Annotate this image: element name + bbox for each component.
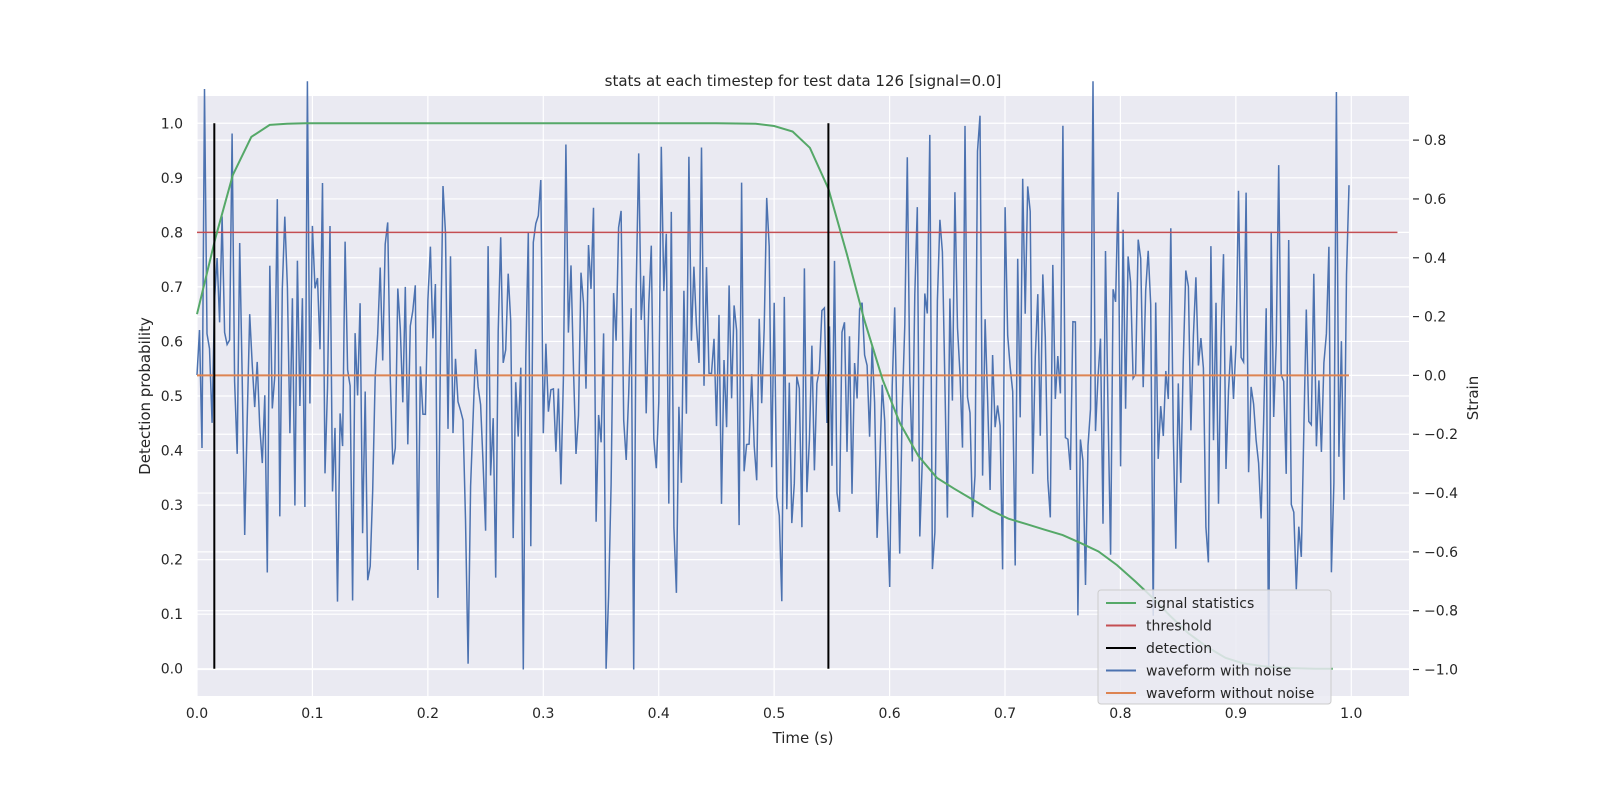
x-tick-label: 0.7 (994, 706, 1016, 722)
y-right-tick-label: 0.8 (1424, 133, 1446, 149)
x-tick-label: 0.6 (878, 706, 900, 722)
legend-label: signal statistics (1146, 596, 1254, 612)
y-left-tick-label: 0.3 (161, 498, 183, 514)
x-tick-label: 0.1 (301, 706, 323, 722)
y-left-tick-label: 0.0 (161, 662, 183, 678)
y-right-tick-label: 0.2 (1424, 310, 1446, 326)
y-right-tick-label: 0.6 (1424, 192, 1446, 208)
y-left-tick-label: 0.9 (161, 171, 183, 187)
chart-title: stats at each timestep for test data 126… (605, 72, 1002, 90)
y-left-tick-label: 0.8 (161, 225, 183, 241)
y-right-tick-label: 0.0 (1424, 368, 1446, 384)
y-right-tick-label: −0.6 (1424, 545, 1458, 561)
y-right-tick-label: −0.4 (1424, 486, 1458, 502)
axis-ticks: 0.0 0.1 0.2 0.3 0.4 0.5 0.6 0.7 0.8 0.9 1.0 0.0 0.1 0… (161, 116, 1458, 722)
x-tick-label: 0.9 (1225, 706, 1247, 722)
x-tick-label: 1.0 (1340, 706, 1362, 722)
x-tick-label: 0.3 (532, 706, 554, 722)
x-tick-label: 0.0 (186, 706, 208, 722)
y-left-tick-label: 0.4 (161, 444, 183, 460)
legend-label: waveform with noise (1146, 664, 1291, 680)
y-axis-left-label: Detection probability (136, 317, 154, 475)
y-left-tick-label: 0.5 (161, 389, 183, 405)
y-right-tick-label: 0.4 (1424, 251, 1446, 267)
x-tick-label: 0.5 (763, 706, 785, 722)
legend-label: waveform without noise (1146, 686, 1314, 702)
x-axis-label: Time (s) (772, 729, 834, 747)
series-waveform-with-noise (196, 81, 1350, 670)
legend-label: detection (1146, 641, 1212, 657)
x-tick-label: 0.2 (417, 706, 439, 722)
legend-box (1097, 589, 1332, 705)
y-right-tick-label: −0.2 (1424, 427, 1458, 443)
legend-label: threshold (1146, 619, 1212, 635)
y-left-tick-label: 0.6 (161, 334, 183, 350)
x-tick-label: 0.8 (1109, 706, 1131, 722)
y-right-tick-label: −0.8 (1424, 604, 1458, 620)
y-right-tick-label: −1.0 (1424, 663, 1458, 679)
y-left-tick-label: 0.2 (161, 553, 183, 569)
y-left-tick-label: 0.7 (161, 280, 183, 296)
y-left-tick-label: 0.1 (161, 607, 183, 623)
x-tick-label: 0.4 (648, 706, 670, 722)
y-axis-right-label: Strain (1464, 376, 1482, 420)
y-left-tick-label: 1.0 (161, 116, 183, 132)
legend: signal statistics threshold detection wavef… (1097, 589, 1332, 705)
